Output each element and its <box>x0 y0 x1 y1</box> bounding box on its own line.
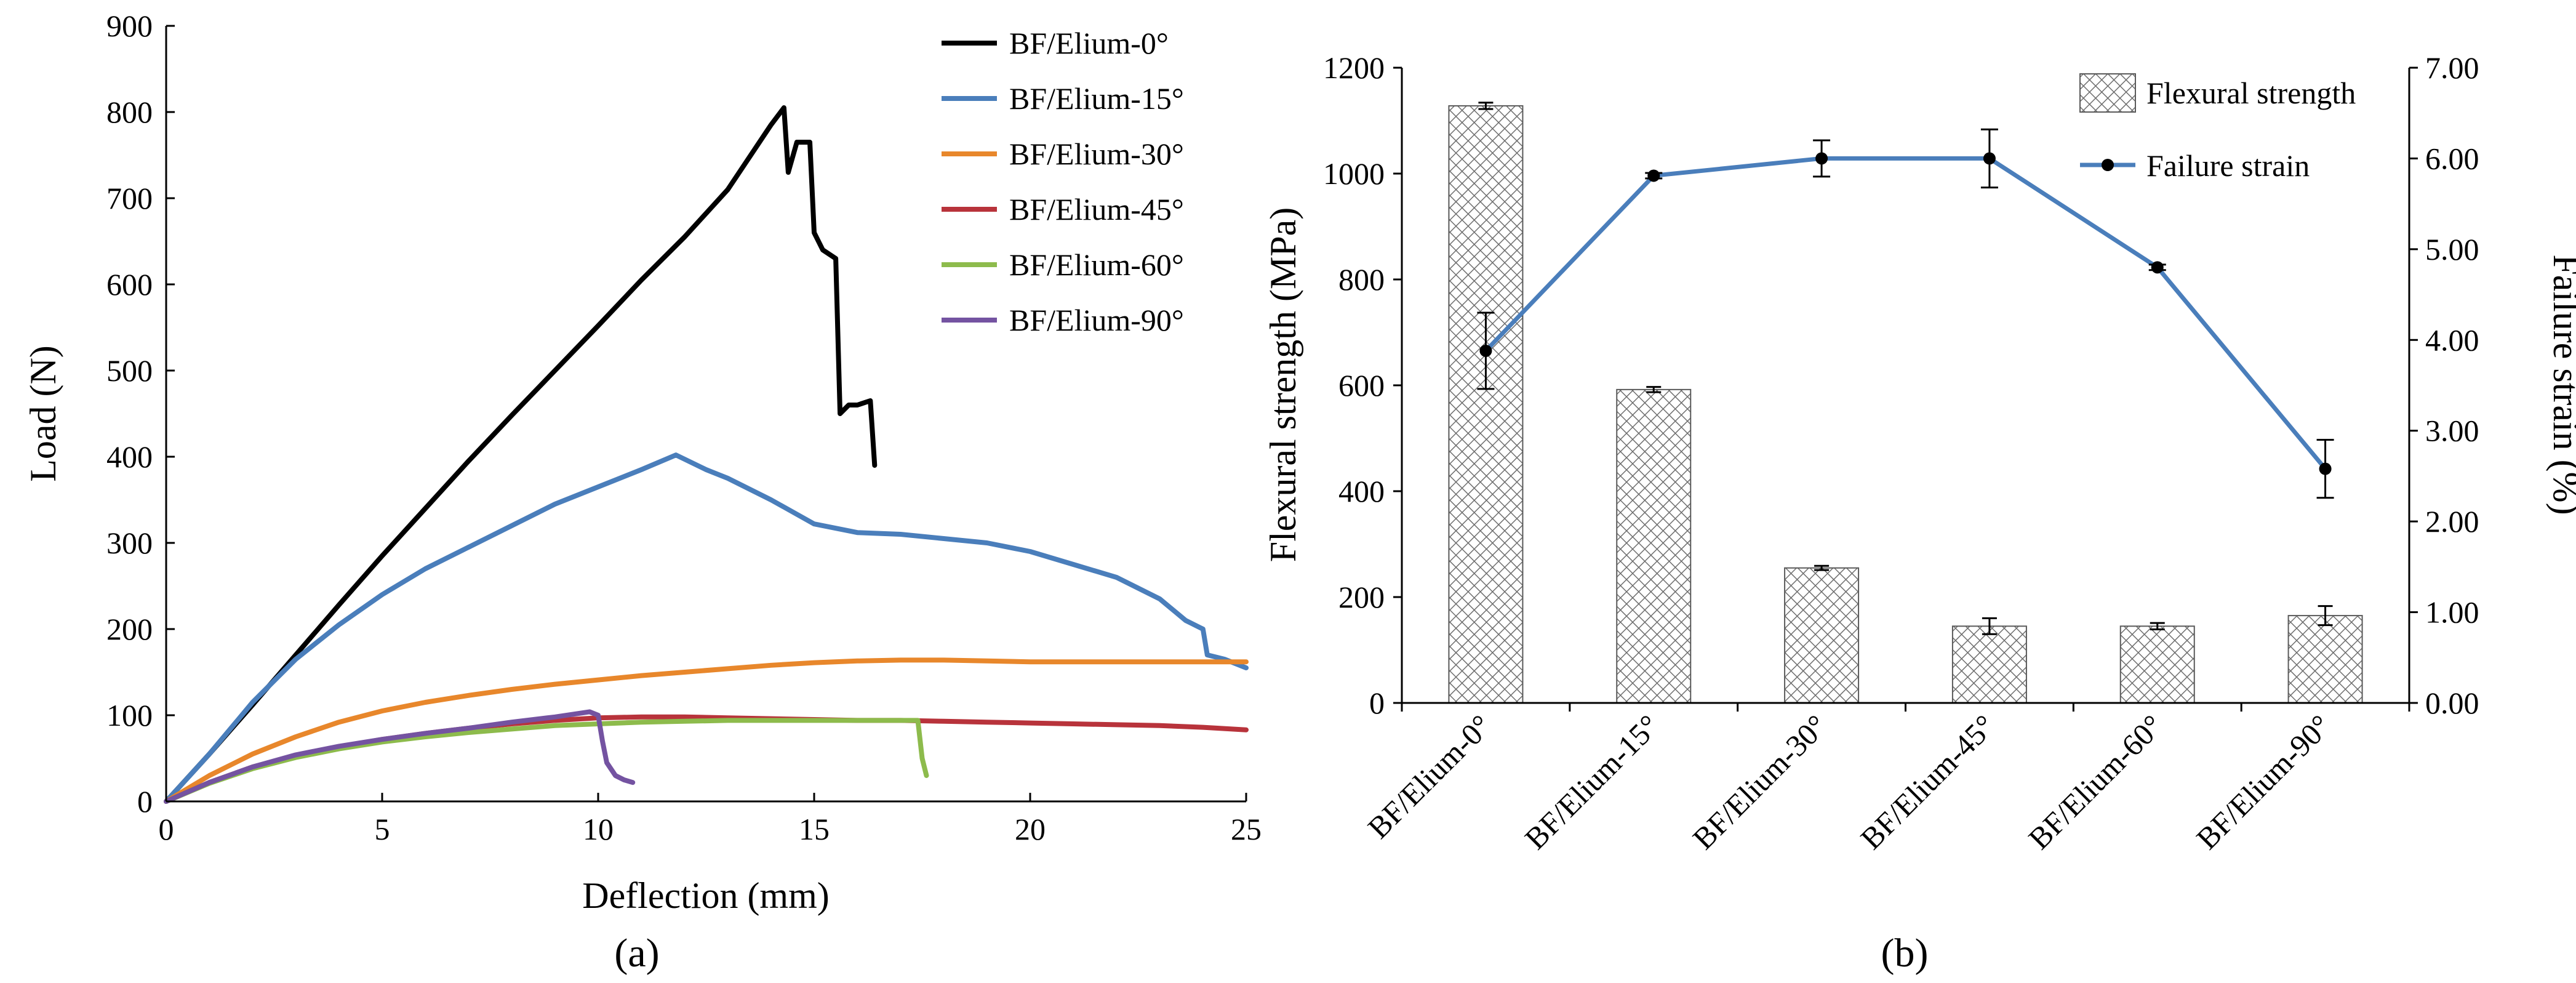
panel-a-x-ticks: 0 5 10 15 20 25 <box>159 793 1262 846</box>
panel-b-strain-point-0 <box>1479 344 1492 357</box>
panel-a-x-axis-title: Deflection (mm) <box>582 875 830 916</box>
panel-a-x-tick-label: 0 <box>159 812 174 846</box>
panel-a-label: (a) <box>614 931 659 976</box>
panel-a-y-tick-label: 700 <box>106 181 153 215</box>
panel-b-right-y-axis-title: Failure strain (%) <box>2546 254 2576 515</box>
panel-b-right-y-tick-label: 4.00 <box>2425 323 2479 357</box>
panel-b-x-tick-label-2: BF/Elium-30° <box>1686 708 1834 856</box>
panel-a-series-line-1 <box>164 452 1249 804</box>
panel-b-failure-strain-line <box>1484 156 2327 470</box>
panel-b-failure-strain-series <box>1477 128 2334 499</box>
panel-b-left-y-tick-label: 600 <box>1338 368 1385 403</box>
panel-b-left-y-ticks: 0 200 400 600 800 1000 1200 <box>1323 50 1402 720</box>
panel-b-legend-swatch-marker <box>2102 159 2114 171</box>
panel-b-x-tick-label-3: BF/Elium-45° <box>1854 708 2001 856</box>
panel-a-x-tick-label: 10 <box>583 812 614 846</box>
panel-b-strength-strain-chart: 0 200 400 600 800 1000 1200 0.00 1.00 2.00 3.00 4.… <box>1263 50 2576 976</box>
panel-b-legend-swatch-bar <box>2079 73 2136 113</box>
panel-b-right-y-tick-label: 3.00 <box>2425 414 2479 448</box>
panel-b-legend-label-bar: Flexural strength <box>2146 76 2356 110</box>
panel-a-series-line-0 <box>164 105 878 804</box>
panel-a-series-line-2 <box>164 657 1249 804</box>
panel-b-right-y-tick-label: 0.00 <box>2425 686 2479 720</box>
panel-a-y-axis-title: Load (N) <box>23 345 63 482</box>
panel-a-legend-label-4: BF/Elium-60° <box>1009 247 1184 282</box>
panel-b-strain-point-4 <box>2151 261 2164 274</box>
panel-b-left-y-tick-label: 1000 <box>1323 156 1385 191</box>
panel-b-right-y-tick-label: 7.00 <box>2425 50 2479 85</box>
panel-a-y-ticks: 0 100 200 300 400 500 600 700 800 900 <box>106 9 175 819</box>
panel-b-right-y-tick-label: 5.00 <box>2425 232 2479 267</box>
panel-a-series-lines <box>164 105 1249 804</box>
panel-a-x-tick-label: 15 <box>799 812 830 846</box>
panel-a-legend-label-2: BF/Elium-30° <box>1009 137 1184 171</box>
panel-a-y-tick-label: 200 <box>106 612 153 646</box>
panel-a-legend-label-3: BF/Elium-45° <box>1009 192 1184 227</box>
panel-a-y-tick-label: 500 <box>106 353 153 388</box>
panel-b-strain-point-3 <box>1983 152 1996 165</box>
panel-a-legend-label-0: BF/Elium-0° <box>1009 26 1169 60</box>
panel-b-right-y-tick-label: 2.00 <box>2425 504 2479 539</box>
panel-b-strain-point-1 <box>1647 169 1660 182</box>
panel-b-bar-1 <box>1616 388 1692 704</box>
panel-b-legend-label-line: Failure strain <box>2146 148 2310 183</box>
panel-b-left-y-tick-label: 1200 <box>1323 50 1385 85</box>
panel-b-bar-5 <box>2287 615 2363 704</box>
panel-b-right-y-tick-label: 1.00 <box>2425 595 2479 630</box>
panel-b-bar-3 <box>1951 625 2027 704</box>
panel-a-y-tick-label: 0 <box>137 784 153 819</box>
panel-b-strain-point-5 <box>2319 462 2332 475</box>
panel-a-x-tick-label: 20 <box>1015 812 1046 846</box>
panel-a-legend-label-1: BF/Elium-15° <box>1009 81 1184 116</box>
panel-b-bar-4 <box>2119 625 2195 704</box>
panel-b-x-tick-label-0: BF/Elium-0° <box>1361 708 1498 845</box>
panel-b-left-y-tick-label: 400 <box>1338 474 1385 508</box>
panel-b-label: (b) <box>1881 931 1929 976</box>
panel-b-legend: Flexural strength Failure strain <box>2079 73 2356 183</box>
panel-a-y-tick-label: 100 <box>106 698 153 732</box>
panel-b-x-ticks: BF/Elium-0° BF/Elium-15° BF/Elium-30° BF/El… <box>1361 703 2410 856</box>
panel-a-series-line-5 <box>164 709 636 804</box>
panel-b-bar-0 <box>1448 105 1524 704</box>
panel-a-y-tick-label: 400 <box>106 439 153 474</box>
panel-b-x-tick-label-1: BF/Elium-15° <box>1518 708 1666 856</box>
panel-a-series-line-3 <box>164 714 1249 804</box>
panel-a-y-tick-label: 600 <box>106 267 153 302</box>
panel-a-legend-label-5: BF/Elium-90° <box>1009 303 1184 337</box>
panel-a-x-tick-label: 5 <box>375 812 390 846</box>
panel-a-y-tick-label: 800 <box>106 95 153 129</box>
panel-b-left-y-tick-label: 200 <box>1338 580 1385 614</box>
panel-b-bars <box>1448 102 2363 704</box>
panel-b-strain-point-2 <box>1815 152 1828 165</box>
panel-b-x-tick-label-4: BF/Elium-60° <box>2022 708 2169 856</box>
panel-b-left-y-axis-title: Flexural strength (MPa) <box>1263 207 1303 563</box>
panel-b-right-y-ticks: 0.00 1.00 2.00 3.00 4.00 5.00 6.00 7.00 <box>2409 50 2479 720</box>
panel-a-x-tick-label: 25 <box>1231 812 1262 846</box>
panel-a-legend: BF/Elium-0° BF/Elium-15° BF/Elium-30° BF/El… <box>942 26 1184 337</box>
panel-a-y-tick-label: 300 <box>106 526 153 560</box>
panel-a-y-tick-label: 900 <box>106 9 153 43</box>
panel-b-left-y-tick-label: 800 <box>1338 262 1385 297</box>
panel-b-right-y-tick-label: 6.00 <box>2425 141 2479 175</box>
panel-b-bar-2 <box>1784 567 1860 704</box>
panel-b-x-tick-label-5: BF/Elium-90° <box>2190 708 2337 856</box>
panel-b-left-y-tick-label: 0 <box>1369 686 1385 720</box>
